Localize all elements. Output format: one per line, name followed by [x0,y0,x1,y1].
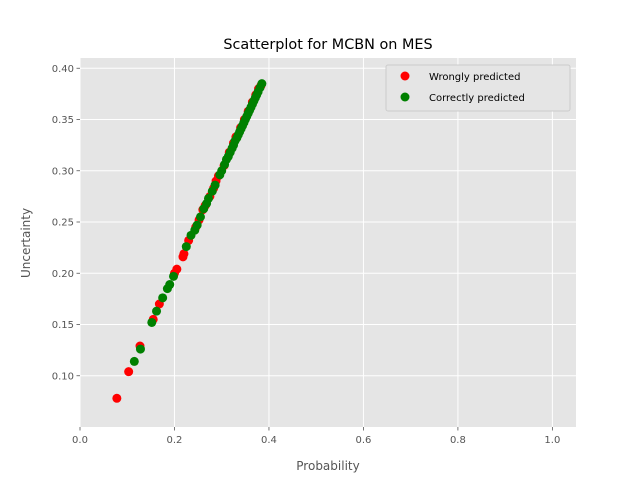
x-axis-label: Probability [296,459,359,473]
x-tick-label-1: 0.2 [167,435,183,446]
point-1-15 [203,193,213,203]
point-1-7 [169,271,179,281]
point-1-2 [147,317,157,327]
y-axis-ticks: 0.10 0.15 0.20 0.25 0.30 0.35 0.40 [52,64,80,382]
legend-marker-wrongly-predicted [400,71,410,81]
legend-marker-correctly-predicted [400,92,410,102]
point-1-17 [210,180,220,190]
point-1-3 [152,306,162,316]
x-tick-label-3: 0.6 [355,435,371,446]
point-1-44 [257,79,267,89]
x-tick-label-4: 0.8 [450,435,466,446]
x-tick-label-0: 0.0 [72,435,88,446]
point-0-8 [179,249,189,259]
legend-label-correctly-predicted: Correctly predicted [429,93,525,104]
y-tick-label-2: 0.20 [52,269,74,280]
y-tick-label-3: 0.25 [52,218,74,229]
y-tick-label-4: 0.30 [52,166,74,177]
point-1-0 [129,356,139,366]
point-1-11 [192,220,202,230]
y-tick-label-5: 0.35 [52,115,74,126]
point-0-1 [124,367,134,377]
y-tick-label-6: 0.40 [52,64,74,75]
legend-label-wrongly-predicted: Wrongly predicted [429,72,520,83]
point-1-4 [158,293,168,303]
point-1-1 [135,344,145,354]
point-1-6 [165,280,175,290]
point-0-0 [112,393,122,403]
chart-title: Scatterplot for MCBN on MES [223,37,432,53]
data-points [112,79,267,403]
y-tick-label-1: 0.15 [52,320,74,331]
series-1 [129,79,267,366]
x-tick-label-2: 0.4 [261,435,277,446]
y-tick-label-0: 0.10 [52,371,74,382]
x-tick-label-5: 1.0 [544,435,560,446]
legend[interactable]: Wrongly predicted Correctly predicted [385,64,571,112]
legend-box [385,64,571,112]
point-0-6 [172,264,182,274]
point-1-12 [195,212,205,222]
x-axis-ticks: 0.0 0.2 0.4 0.6 0.8 1.0 [72,427,560,446]
y-axis-label: Uncertainty [19,208,33,278]
point-1-8 [181,242,191,252]
plot-area [80,58,576,427]
